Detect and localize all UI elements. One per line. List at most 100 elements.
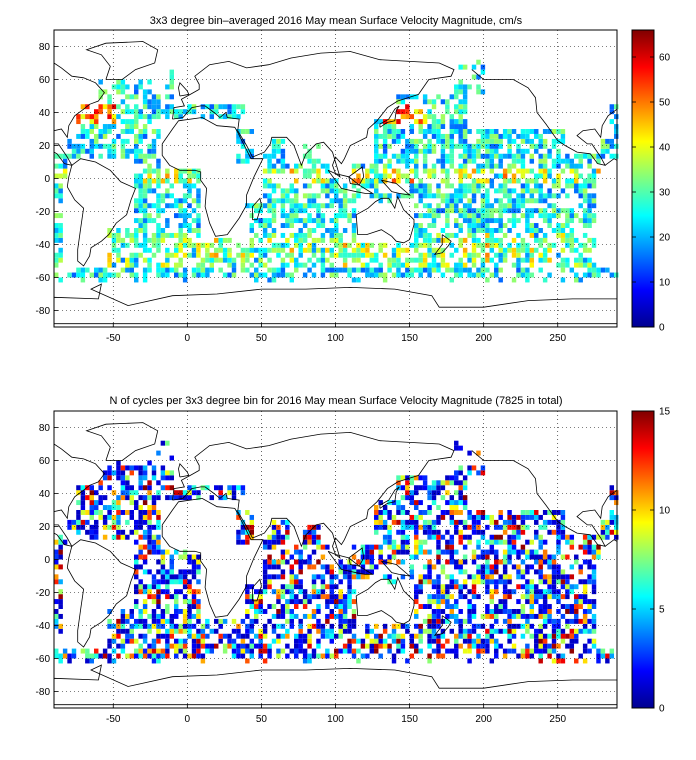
velocity-map-cell xyxy=(302,173,308,179)
velocity-map-cell xyxy=(560,158,566,164)
velocity-map-cell xyxy=(454,247,459,253)
velocity-map-cell xyxy=(582,208,588,214)
cycles-map-cell xyxy=(556,628,561,634)
velocity-map-cell xyxy=(316,143,321,149)
cycles-map-cell xyxy=(138,579,143,585)
cycles-map-cell xyxy=(498,514,503,520)
velocity-map-cell xyxy=(196,247,201,253)
cycles-map-cell xyxy=(316,643,321,649)
velocity-map-cell xyxy=(427,262,432,268)
velocity-map-cell xyxy=(276,168,281,174)
cycles-map-cell xyxy=(485,609,490,614)
cycles-map-cell xyxy=(391,500,397,506)
velocity-map-cell xyxy=(325,168,330,174)
cycles-map-cell xyxy=(476,564,481,570)
velocity-map-cell xyxy=(356,178,361,184)
cycles-map-cell xyxy=(409,524,415,530)
velocity-map-cell xyxy=(294,163,299,169)
cycles-map-cell xyxy=(325,599,330,605)
cycles-map-cell xyxy=(422,579,428,585)
velocity-y-tick-label: 20 xyxy=(39,141,51,152)
velocity-map-cell xyxy=(396,272,401,278)
velocity-map-cell xyxy=(489,163,495,169)
velocity-map-cell xyxy=(556,148,561,154)
cycles-map-cell xyxy=(587,599,592,605)
cycles-map-cell xyxy=(534,613,539,619)
velocity-map-cell xyxy=(445,218,450,224)
cycles-map-cell xyxy=(289,599,295,605)
cycles-map-cell xyxy=(262,569,268,575)
velocity-map-cell xyxy=(494,129,499,134)
cycles-map-cell xyxy=(289,574,295,580)
velocity-map-cell xyxy=(520,203,526,209)
cycles-map-cell xyxy=(156,638,161,644)
velocity-map-cell xyxy=(191,168,197,174)
velocity-map-cell xyxy=(560,267,566,273)
cycles-map-cell xyxy=(142,569,148,575)
velocity-map-cell xyxy=(427,237,432,243)
cycles-map-cell xyxy=(498,643,503,649)
velocity-map-cell xyxy=(142,208,148,214)
velocity-map-cell xyxy=(280,242,286,248)
velocity-map-cell xyxy=(356,257,361,263)
cycles-coastline xyxy=(327,550,374,575)
velocity-map-cell xyxy=(431,208,437,214)
velocity-map-cell xyxy=(267,163,272,169)
cycles-map-cell xyxy=(302,594,308,600)
velocity-map-cell xyxy=(302,272,308,278)
velocity-map-cell xyxy=(111,247,117,253)
velocity-map-cell xyxy=(325,183,330,189)
cycles-map-cell xyxy=(254,599,259,605)
cycles-map-cell xyxy=(67,524,72,530)
velocity-map-cell xyxy=(240,267,246,273)
velocity-map-cell xyxy=(178,173,183,179)
cycles-map-cell xyxy=(174,653,179,659)
velocity-map-cell xyxy=(142,257,148,263)
velocity-map-cell xyxy=(165,114,170,120)
velocity-map-cell xyxy=(582,232,588,238)
cycles-map-cell xyxy=(525,569,530,575)
cycles-map-cell xyxy=(525,554,530,560)
velocity-map-cell xyxy=(422,148,428,154)
velocity-map-cell xyxy=(218,237,223,243)
velocity-map-cell xyxy=(454,198,459,204)
cycles-map-cell xyxy=(334,574,339,580)
velocity-map-cell xyxy=(405,257,410,263)
cycles-map-cell xyxy=(525,648,530,654)
velocity-map-cell xyxy=(80,148,86,154)
cycles-map-cell xyxy=(276,633,281,639)
velocity-map-cell xyxy=(587,208,592,214)
cycles-map-cell xyxy=(436,653,441,659)
velocity-map-cell xyxy=(396,168,401,174)
velocity-map-cell xyxy=(351,183,357,189)
cycles-map-cell xyxy=(142,633,148,639)
velocity-map-cell xyxy=(449,163,455,169)
cycles-map-cell xyxy=(445,480,450,486)
cycles-map-cell xyxy=(325,628,330,634)
velocity-map-cell xyxy=(311,228,317,233)
velocity-map-cell xyxy=(498,213,503,219)
cycles-map-cell xyxy=(445,599,450,605)
cycles-map-cell xyxy=(160,440,166,446)
cycles-map-cell xyxy=(311,584,317,590)
velocity-map-cell xyxy=(98,89,103,95)
cycles-map-cell xyxy=(458,628,463,634)
velocity-map-cell xyxy=(116,84,121,90)
velocity-map-cell xyxy=(311,178,317,184)
velocity-map-cell xyxy=(498,158,503,164)
cycles-map-cell xyxy=(440,480,446,486)
velocity-map-cell xyxy=(414,223,419,228)
velocity-map-cell xyxy=(449,114,455,120)
velocity-map-cell xyxy=(178,262,183,268)
velocity-map-cell xyxy=(271,247,277,253)
velocity-map-cell xyxy=(134,203,139,209)
velocity-coastline xyxy=(178,81,190,97)
cycles-map-cell xyxy=(147,628,152,634)
cycles-map-cell xyxy=(156,623,161,629)
cycles-map-cell xyxy=(276,623,281,629)
cycles-map-cell xyxy=(494,534,499,540)
velocity-map-cell xyxy=(569,178,575,184)
velocity-map-cell xyxy=(574,237,579,243)
cycles-map-cell xyxy=(502,599,508,605)
cycles-map-cell xyxy=(351,638,357,644)
